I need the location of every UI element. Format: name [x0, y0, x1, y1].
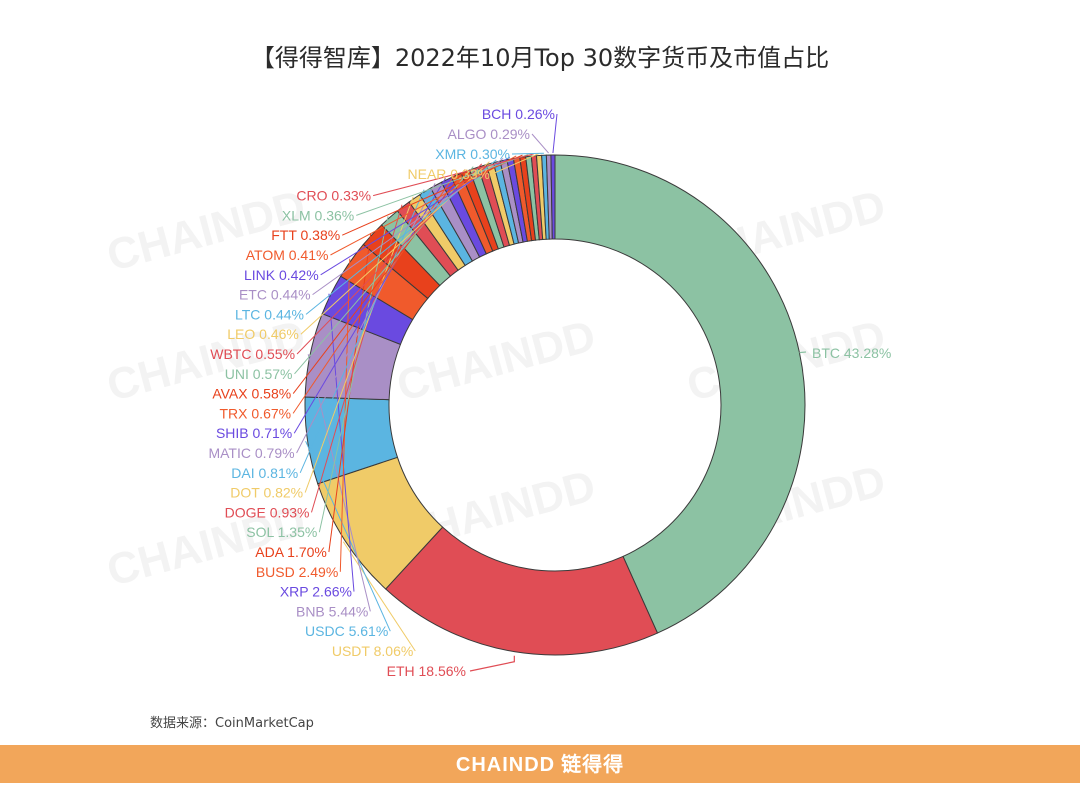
leader-line-cro: [373, 153, 534, 197]
footer-brand-text: CHAINDD: [455, 754, 556, 776]
data-label-dot: DOT 0.82%: [230, 485, 303, 501]
leader-line-bnb: [307, 354, 371, 612]
data-label-doge: DOGE 0.93%: [225, 504, 310, 520]
leader-line-eth: [469, 655, 515, 672]
leader-line-trx: [292, 173, 456, 414]
data-label-avax: AVAX 0.58%: [212, 386, 291, 402]
data-label-xlm: XLM 0.36%: [282, 207, 354, 223]
data-label-eth: ETH 18.56%: [387, 663, 466, 679]
leader-line-dai: [299, 189, 425, 474]
slice-layer: [304, 154, 806, 656]
leader-line-near: [491, 153, 540, 175]
leader-line-ftt: [342, 154, 523, 236]
data-label-cro: CRO 0.33%: [296, 188, 371, 204]
leader-line-usdc: [305, 441, 391, 632]
data-label-leo: LEO 0.46%: [227, 326, 299, 342]
leader-line-dot: [304, 196, 414, 493]
data-label-usdc: USDC 5.61%: [305, 623, 388, 639]
leader-line-xrp: [328, 293, 355, 592]
data-label-bnb: BNB 5.44%: [296, 603, 368, 619]
data-label-xrp: XRP 2.66%: [280, 584, 352, 600]
leader-line-avax: [292, 169, 466, 394]
leader-line-xlm: [356, 153, 529, 216]
data-label-near: NEAR 0.33%: [408, 166, 490, 182]
slice-eth: [384, 526, 659, 656]
leader-line-layer: [292, 113, 807, 672]
label-layer: BTC 43.28% ETH 18.56% USDT 8.06% USDC 5.61%…: [208, 106, 891, 679]
chart-title: 【得得智库】2022年10月Top 30数字货币及市值占比: [250, 44, 830, 72]
data-label-trx: TRX 0.67%: [220, 405, 292, 421]
data-label-atom: ATOM 0.41%: [246, 247, 329, 263]
leader-line-usdt: [342, 541, 416, 652]
data-source-note: 数据来源：CoinMarketCap: [150, 716, 314, 731]
data-label-shib: SHIB 0.71%: [216, 425, 292, 441]
data-label-uni: UNI 0.57%: [225, 366, 293, 382]
leader-line-btc: [799, 351, 807, 354]
leader-line-bch: [552, 113, 558, 154]
data-label-busd: BUSD 2.49%: [256, 564, 338, 580]
slice-bch: [550, 154, 556, 240]
data-label-usdt: USDT 8.06%: [332, 643, 413, 659]
data-label-matic: MATIC 0.79%: [208, 445, 294, 461]
data-label-sol: SOL 1.35%: [246, 524, 317, 540]
leader-line-algo: [531, 133, 549, 154]
watermark-text: CHAINDD: [392, 311, 601, 411]
leader-line-shib: [293, 177, 447, 434]
data-label-btc: BTC 43.28%: [812, 345, 891, 361]
leader-line-atom: [330, 155, 517, 256]
data-label-dai: DAI 0.81%: [231, 465, 298, 481]
leader-line-xmr: [511, 152, 544, 155]
data-label-ftt: FTT 0.38%: [271, 227, 340, 243]
footer-brand: CHAINDD 链得得: [0, 745, 1080, 783]
data-label-bch: BCH 0.26%: [482, 106, 555, 122]
data-label-algo: ALGO 0.29%: [448, 126, 531, 142]
leader-line-sol: [318, 216, 389, 533]
data-label-wbtc: WBTC 0.55%: [210, 346, 295, 362]
footer-bar: CHAINDD 链得得: [0, 745, 1080, 783]
data-label-xmr: XMR 0.30%: [435, 146, 510, 162]
slice-btc: [554, 154, 806, 634]
data-label-link: LINK 0.42%: [244, 267, 319, 283]
data-label-etc: ETC 0.44%: [239, 287, 311, 303]
data-label-ltc: LTC 0.44%: [235, 306, 304, 322]
data-label-ada: ADA 1.70%: [255, 544, 327, 560]
footer-brand-cn: 链得得: [561, 752, 625, 776]
